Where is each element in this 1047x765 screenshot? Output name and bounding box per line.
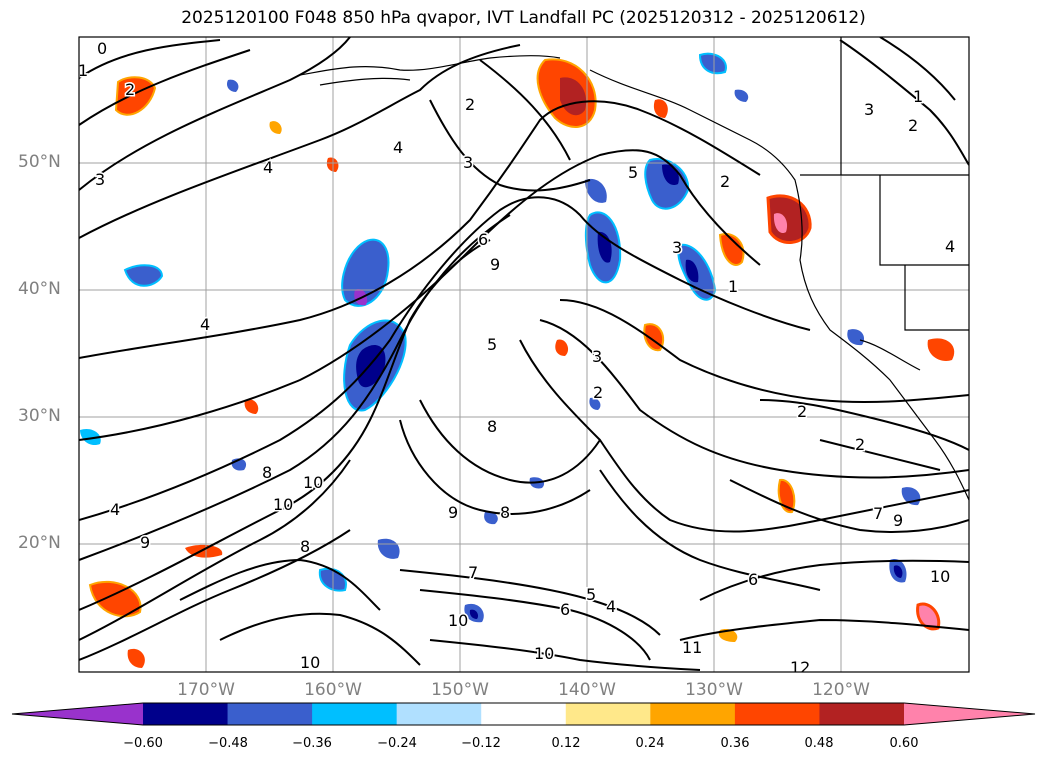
contour-lines bbox=[79, 37, 969, 671]
contour-label: 4 bbox=[200, 315, 210, 334]
contour-label: 10 bbox=[273, 495, 293, 514]
contour-label: 4 bbox=[110, 500, 120, 519]
colorbar-tick: 0.48 bbox=[804, 736, 834, 751]
contour-label: 8 bbox=[487, 417, 497, 436]
contour-label: 2 bbox=[855, 435, 865, 454]
lat-label-40n: 40°N bbox=[18, 279, 61, 299]
shading-layer bbox=[80, 52, 955, 668]
colorbar-cell bbox=[312, 703, 398, 725]
colorbar-cells bbox=[143, 703, 905, 725]
contour-label: 6 bbox=[478, 230, 488, 249]
lon-label-140w: 140°W bbox=[558, 680, 616, 700]
colorbar-cell bbox=[481, 703, 567, 725]
lon-label-170w: 170°W bbox=[177, 680, 235, 700]
colorbar-cell bbox=[650, 703, 736, 725]
contour-label: 7 bbox=[873, 504, 883, 523]
contour-label-layer: 0 1 2 3 4 4 4 2 3 6 9 5 3 1 2 5 3 2 8 2 … bbox=[78, 38, 957, 677]
contour-label: 10 bbox=[448, 611, 468, 630]
contour-label: 8 bbox=[300, 537, 310, 556]
colorbar-tick: −0.12 bbox=[461, 736, 501, 751]
contour-label: 4 bbox=[945, 237, 955, 256]
lon-label-120w: 120°W bbox=[812, 680, 870, 700]
colorbar-cell bbox=[734, 703, 820, 725]
colorbar-tick: −0.36 bbox=[292, 736, 332, 751]
contour-label: 1 bbox=[78, 61, 88, 80]
contour-label: 9 bbox=[140, 533, 150, 552]
contour-label: 9 bbox=[490, 255, 500, 274]
contour-label: 3 bbox=[864, 100, 874, 119]
colorbar-cell bbox=[143, 703, 229, 725]
contour-label: 1 bbox=[913, 87, 923, 106]
contour-label: 9 bbox=[448, 503, 458, 522]
lat-label-20n: 20°N bbox=[18, 533, 61, 553]
lat-label-30n: 30°N bbox=[18, 406, 61, 426]
colorbar-cell bbox=[396, 703, 482, 725]
lon-label-130w: 130°W bbox=[685, 680, 743, 700]
contour-label: 4 bbox=[263, 158, 273, 177]
contour-label: 4 bbox=[606, 597, 616, 616]
contour-label: 5 bbox=[487, 335, 497, 354]
colorbar-tick: −0.24 bbox=[377, 736, 417, 751]
contour-label: 2 bbox=[593, 383, 603, 402]
colorbar-tick: −0.60 bbox=[123, 736, 163, 751]
contour-label: 5 bbox=[628, 163, 638, 182]
contour-label: 6 bbox=[560, 600, 570, 619]
colorbar-tick: 0.36 bbox=[720, 736, 750, 751]
contour-label: 12 bbox=[790, 658, 810, 677]
colorbar-extend-right bbox=[904, 703, 1035, 725]
lon-label-160w: 160°W bbox=[304, 680, 362, 700]
lon-label-150w: 150°W bbox=[431, 680, 489, 700]
colorbar-cell bbox=[565, 703, 651, 725]
plot-area: 0 1 2 3 4 4 4 2 3 6 9 5 3 1 2 5 3 2 8 2 … bbox=[78, 37, 969, 677]
contour-label: 2 bbox=[125, 80, 135, 99]
contour-label: 8 bbox=[500, 503, 510, 522]
contour-label: 10 bbox=[930, 567, 950, 586]
map-title: 2025120100 F048 850 hPa qvapor, IVT Land… bbox=[181, 8, 866, 28]
contour-label: 5 bbox=[586, 585, 596, 604]
contour-label: 3 bbox=[95, 170, 105, 189]
contour-label: 2 bbox=[465, 95, 475, 114]
contour-label: 3 bbox=[592, 347, 602, 366]
gridlines bbox=[79, 37, 969, 672]
contour-label: 3 bbox=[463, 153, 473, 172]
colorbar-extend-left bbox=[12, 703, 143, 725]
contour-label: 10 bbox=[534, 644, 554, 663]
coastlines bbox=[299, 37, 969, 501]
contour-label: 8 bbox=[262, 463, 272, 482]
colorbar-tick: −0.48 bbox=[208, 736, 248, 751]
contour-label: 2 bbox=[908, 116, 918, 135]
colorbar-cell bbox=[227, 703, 313, 725]
colorbar-cell bbox=[819, 703, 905, 725]
contour-label: 2 bbox=[797, 402, 807, 421]
colorbar bbox=[11, 702, 1036, 726]
plot-frame bbox=[78, 36, 970, 673]
lat-label-50n: 50°N bbox=[18, 152, 61, 172]
contour-label: 7 bbox=[468, 563, 478, 582]
colorbar-tick: 0.24 bbox=[635, 736, 665, 751]
contour-label: 6 bbox=[748, 570, 758, 589]
colorbar-tick: 0.60 bbox=[889, 736, 919, 751]
contour-label: 4 bbox=[393, 138, 403, 157]
colorbar-tick: 0.12 bbox=[551, 736, 581, 751]
contour-label: 10 bbox=[300, 653, 320, 672]
contour-label: 1 bbox=[728, 277, 738, 296]
contour-label: 3 bbox=[672, 238, 682, 257]
contour-label: 10 bbox=[303, 473, 323, 492]
contour-label: 11 bbox=[682, 638, 702, 657]
contour-label: 0 bbox=[97, 39, 107, 58]
contour-label: 9 bbox=[893, 511, 903, 530]
contour-label: 2 bbox=[720, 172, 730, 191]
